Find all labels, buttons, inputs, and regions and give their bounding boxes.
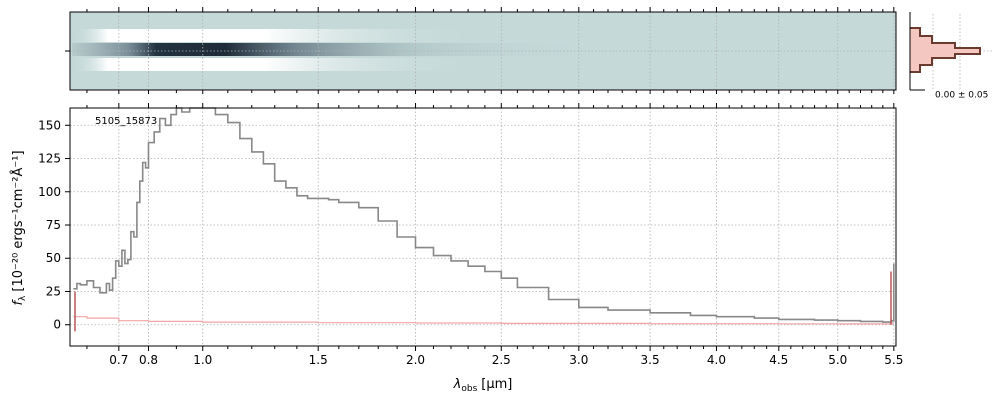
y-axis-label-unit: [10⁻²⁰ ergs⁻¹cm⁻²Å⁻¹] [10, 150, 26, 291]
x-tick-label: 1.0 [193, 353, 212, 367]
y-tick-label: 25 [46, 284, 61, 298]
x-tick-label: 4.5 [769, 353, 788, 367]
y-tick-label: 75 [46, 218, 61, 232]
x-tick-label: 5.5 [884, 353, 903, 367]
x-tick-label: 5.0 [828, 353, 847, 367]
x-axis-label-unit: [μm] [481, 377, 512, 392]
y-tick-label: 0 [53, 318, 61, 332]
x-axis-label-main: λ [453, 377, 462, 392]
x-axis-label-sub: obs [461, 384, 477, 394]
series-layer [73, 107, 895, 332]
twod-lower-band [72, 58, 672, 71]
y-axis-label: fλ [10⁻²⁰ ergs⁻¹cm⁻²Å⁻¹] [10, 150, 28, 305]
main-grid [70, 108, 896, 346]
twod-ticks [86, 7, 895, 94]
twod-trace [72, 43, 772, 56]
object-label: 5105_15873 [95, 116, 157, 127]
inset-label: 0.00 ± 0.05 [935, 91, 988, 101]
y-tick-label: 125 [38, 152, 61, 166]
profile-line [910, 27, 981, 73]
profile-inset-panel: 0.00 ± 0.05 [909, 12, 992, 101]
plot-background [70, 108, 896, 346]
x-axis-label: λobs [μm] [453, 377, 513, 394]
x-tick-label: 3.5 [641, 353, 660, 367]
main-spectrum-panel: 0.7 0.8 1.0 1.5 2.0 2.5 3.0 3.5 4.0 4.5 5.0 5.5 0 25… [38, 103, 903, 367]
x-tick-label: 2.0 [406, 353, 425, 367]
twod-grid [118, 12, 895, 90]
y-tick-label: 50 [46, 251, 61, 265]
spectrum-series-line [73, 107, 895, 323]
y-axis-ticks: 0 25 50 75 100 125 150 [38, 118, 70, 332]
x-tick-label: 0.8 [139, 353, 158, 367]
profile-fill [910, 28, 980, 72]
x-tick-label: 0.7 [109, 353, 128, 367]
x-tick-label: 2.5 [492, 353, 511, 367]
y-axis-label-sub: λ [18, 295, 28, 301]
y-tick-label: 150 [38, 118, 61, 132]
main-frame [69, 107, 897, 347]
x-tick-label: 1.5 [309, 353, 328, 367]
x-tick-label: 3.0 [569, 353, 588, 367]
error-series-line [73, 316, 894, 325]
twod-upper-band [72, 29, 672, 42]
y-axis-label-main: f [11, 299, 26, 306]
twod-spectrum-panel [65, 7, 897, 94]
y-tick-label: 100 [38, 185, 61, 199]
x-tick-label: 4.0 [707, 353, 726, 367]
x-axis-ticks: 0.7 0.8 1.0 1.5 2.0 2.5 3.0 3.5 4.0 4.5 5.0 5.5 [86, 103, 903, 367]
